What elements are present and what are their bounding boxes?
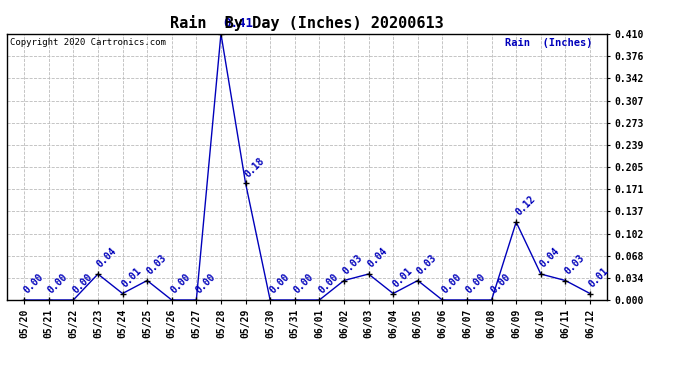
Text: Copyright 2020 Cartronics.com: Copyright 2020 Cartronics.com [10, 38, 166, 47]
Text: 0.00: 0.00 [46, 272, 70, 296]
Text: 0.41: 0.41 [224, 16, 254, 30]
Text: Rain  (Inches): Rain (Inches) [504, 38, 592, 48]
Text: 0.03: 0.03 [562, 253, 586, 276]
Text: 0.00: 0.00 [464, 272, 488, 296]
Text: 0.03: 0.03 [415, 253, 439, 276]
Text: 0.12: 0.12 [513, 194, 537, 218]
Text: 0.00: 0.00 [440, 272, 463, 296]
Title: Rain  By Day (Inches) 20200613: Rain By Day (Inches) 20200613 [170, 15, 444, 31]
Text: 0.00: 0.00 [194, 272, 217, 296]
Text: 0.04: 0.04 [366, 246, 389, 270]
Text: 0.00: 0.00 [292, 272, 315, 296]
Text: 0.00: 0.00 [169, 272, 193, 296]
Text: 0.18: 0.18 [243, 155, 266, 179]
Text: 0.04: 0.04 [538, 246, 562, 270]
Text: 0.01: 0.01 [587, 266, 611, 290]
Text: 0.00: 0.00 [317, 272, 340, 296]
Text: 0.00: 0.00 [489, 272, 513, 296]
Text: 0.03: 0.03 [341, 253, 365, 276]
Text: 0.01: 0.01 [391, 266, 414, 290]
Text: 0.00: 0.00 [267, 272, 291, 296]
Text: 0.03: 0.03 [144, 253, 168, 276]
Text: 0.00: 0.00 [21, 272, 45, 296]
Text: 0.01: 0.01 [120, 266, 144, 290]
Text: 0.04: 0.04 [95, 246, 119, 270]
Text: 0.00: 0.00 [70, 272, 95, 296]
